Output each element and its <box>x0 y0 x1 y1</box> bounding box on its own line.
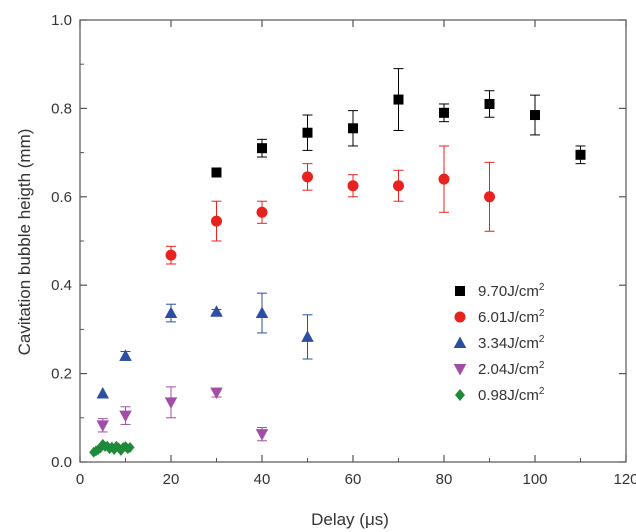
data-point <box>393 180 404 192</box>
data-point <box>164 397 178 409</box>
data-point <box>211 215 222 227</box>
x-tick-label: 60 <box>345 471 362 488</box>
data-point <box>302 127 313 138</box>
data-point <box>164 306 178 319</box>
data-point <box>301 330 314 342</box>
data-point <box>119 410 132 423</box>
data-point <box>255 429 269 441</box>
data-point <box>256 206 268 218</box>
series-2 <box>96 292 314 399</box>
data-point <box>348 123 358 134</box>
y-tick-label: 0.8 <box>51 100 72 117</box>
data-point <box>211 167 222 178</box>
data-point <box>165 249 177 261</box>
x-tick-label: 100 <box>522 471 547 488</box>
data-point <box>484 191 495 203</box>
series-3 <box>96 386 269 442</box>
series-1 <box>165 145 495 265</box>
data-point <box>125 442 135 453</box>
data-point <box>484 98 495 109</box>
x-axis-label: Delay (μs) <box>311 510 389 529</box>
data-point <box>530 110 540 121</box>
legend-marker <box>455 389 465 401</box>
y-tick-label: 1.0 <box>51 12 72 29</box>
x-tick-label: 0 <box>76 471 84 488</box>
data-point <box>439 107 449 118</box>
data-point <box>119 349 132 361</box>
plot-area <box>89 68 586 458</box>
data-point <box>393 94 404 105</box>
series-4 <box>89 438 135 458</box>
data-point <box>438 173 450 185</box>
data-point <box>255 306 269 319</box>
axes: 0 20 40 60 80 100 120 0.0 0.2 0.4 0.6 0.8 1.0 <box>51 12 636 488</box>
series-0 <box>211 68 586 178</box>
legend-label: 3.34J/cm2 <box>478 334 545 352</box>
legend-marker <box>453 336 467 348</box>
legend-label: 6.01J/cm2 <box>478 308 545 326</box>
data-point <box>347 180 359 192</box>
legend-label: 2.04J/cm2 <box>478 360 545 378</box>
data-point <box>96 386 109 399</box>
data-point <box>116 445 126 456</box>
y-tick-label: 0.2 <box>51 366 72 383</box>
data-point <box>210 305 223 317</box>
data-point <box>96 420 109 432</box>
data-point <box>257 143 267 154</box>
legend-marker <box>455 286 465 296</box>
legend-label: 0.98J/cm2 <box>478 386 545 404</box>
y-tick-label: 0.0 <box>51 454 72 471</box>
legend-marker <box>454 311 466 323</box>
x-tick-label: 20 <box>163 471 180 488</box>
y-tick-label: 0.6 <box>51 189 72 206</box>
x-tick-label: 120 <box>613 471 636 488</box>
y-tick-label: 0.4 <box>51 277 72 294</box>
legend: 9.70J/cm2 6.01J/cm2 3.34J/cm2 2.04J/cm2 0.98… <box>453 282 545 404</box>
x-tick-label: 80 <box>436 471 453 488</box>
y-axis-label: Cavitation bubble heigth (mm) <box>15 129 34 356</box>
data-point <box>302 171 313 183</box>
data-point <box>210 387 223 400</box>
legend-label: 9.70J/cm2 <box>478 282 545 300</box>
data-point <box>575 149 586 160</box>
x-tick-label: 40 <box>254 471 271 488</box>
legend-marker <box>453 364 467 376</box>
